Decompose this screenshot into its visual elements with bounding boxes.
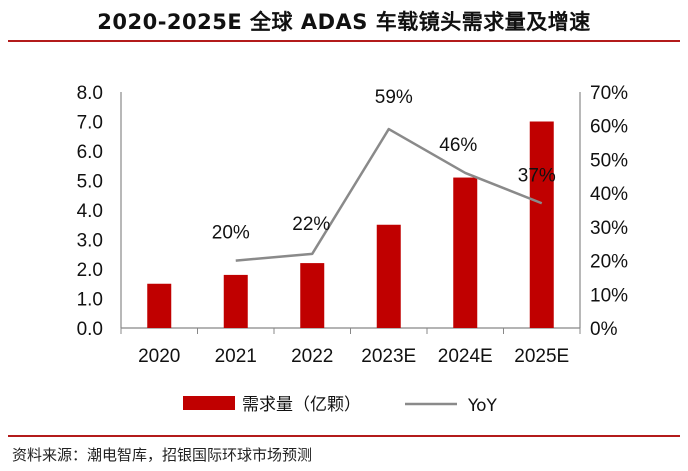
bar-2025E [529,121,554,328]
left-y-tick-labels: 0.0 1.0 2.0 3.0 4.0 5.0 6.0 7.0 8.0 [77,83,103,340]
right-y-tick: 0% [590,319,618,340]
bar-2020 [147,283,172,328]
right-y-tick: 60% [590,117,628,138]
x-tick-2020: 2020 [138,346,180,367]
bar-2024E [453,177,478,328]
x-tick-2024E: 2024E [438,346,493,367]
right-y-tick: 10% [590,285,628,306]
bar-series [147,121,554,328]
legend: 需求量（亿颗） YoY [183,395,498,416]
x-tick-2025E: 2025E [514,346,569,367]
yoy-label-2024E: 46% [439,135,477,156]
left-y-tick: 7.0 [77,113,103,134]
right-y-tick: 40% [590,184,628,205]
chart-title: 2020-2025E 全球 ADAS 车载镜头需求量及增速 [97,10,591,34]
right-y-tick: 70% [590,83,628,104]
x-tick-2022: 2022 [291,346,333,367]
axes [120,92,581,334]
x-tick-labels: 2020 2021 2022 2023E 2024E 2025E [138,346,569,367]
left-y-tick: 1.0 [77,290,103,311]
left-y-tick: 4.0 [77,201,103,222]
legend-bar-swatch [183,396,235,410]
source-note: 资料来源：潮电智库，招银国际环球市场预测 [12,446,313,464]
right-y-tick: 20% [590,252,628,273]
left-y-tick: 8.0 [77,83,103,104]
line-series [235,127,543,262]
x-tick-2021: 2021 [215,346,257,367]
bar-2022 [300,263,325,328]
yoy-label-2021: 20% [212,223,250,244]
left-y-tick: 0.0 [77,319,103,340]
legend-line-label: YoY [467,396,498,416]
title-divider [8,40,680,42]
yoy-label-2025E: 37% [518,165,556,186]
right-y-tick-labels: 0% 10% 20% 30% 40% 50% 60% 70% [590,83,628,340]
left-y-tick: 5.0 [77,172,103,193]
yoy-label-2023E: 59% [375,87,413,108]
bar-2023E [376,224,401,328]
left-y-tick: 3.0 [77,231,103,252]
chart: 2020 2021 2022 2023E 2024E 2025E 0.0 1.0 2.0 3.0… [77,83,629,416]
bar-2021 [223,274,248,328]
right-y-tick: 50% [590,150,628,171]
left-y-tick: 2.0 [77,260,103,281]
footer-divider [8,435,680,437]
data-labels: 20% 22% 59% 46% 37% [212,87,556,243]
right-y-tick: 30% [590,218,628,239]
left-y-tick: 6.0 [77,142,103,163]
x-tick-2023E: 2023E [361,346,416,367]
yoy-label-2022: 22% [292,214,330,235]
legend-bar-label: 需求量（亿颗） [242,395,361,415]
